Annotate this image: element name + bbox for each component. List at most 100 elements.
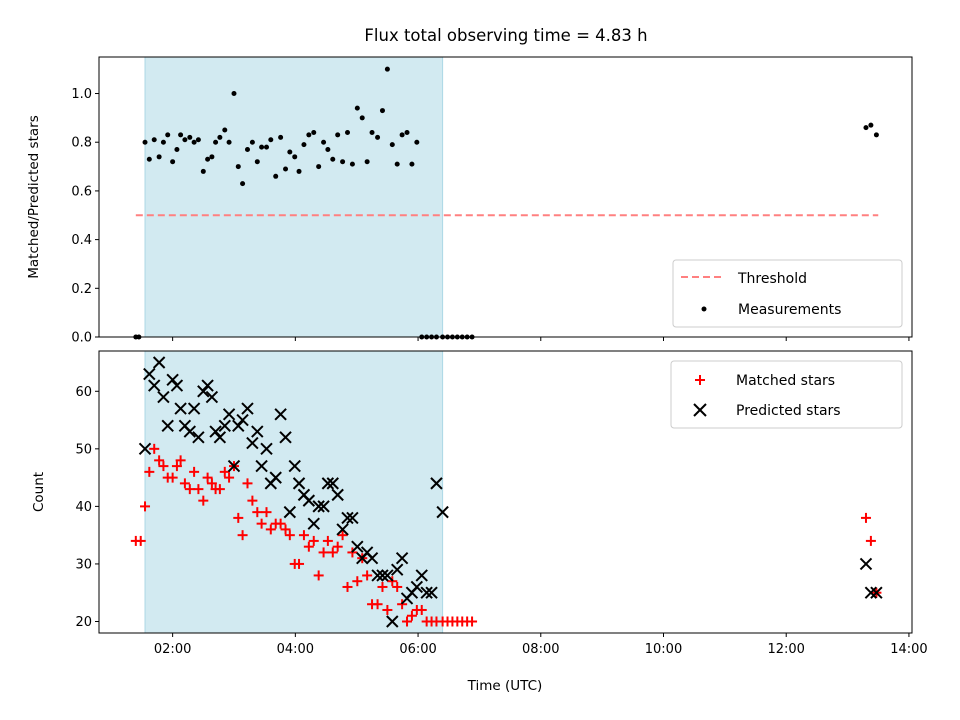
count-data-layer — [130, 356, 883, 628]
measurement-point — [209, 154, 215, 160]
measurement-point — [330, 156, 336, 162]
predicted-star-marker — [395, 551, 409, 565]
measurement-point — [259, 144, 265, 150]
count-y-tick-label: 60 — [75, 385, 92, 400]
ratio-y-tick-label: 0.8 — [71, 136, 92, 151]
predicted-star-marker — [436, 505, 449, 519]
count-x-tick-label: 08:00 — [522, 642, 559, 657]
matched-star-marker — [265, 524, 276, 535]
count-x-tick-label: 04:00 — [277, 642, 314, 657]
ratio-legend-box — [672, 259, 903, 328]
predicted-star-marker — [341, 511, 354, 525]
measurement-point — [306, 132, 312, 138]
predicted-star-marker — [227, 459, 241, 473]
count-y-tick-label: 30 — [75, 557, 92, 572]
predicted-legend-swatch — [693, 403, 707, 417]
predicted-star-marker — [236, 413, 249, 427]
predicted-star-marker — [170, 379, 184, 392]
predicted-star-marker — [410, 580, 424, 594]
measurement-point — [170, 159, 176, 165]
measurement-point — [151, 137, 157, 143]
count-x-tick-label: 06:00 — [399, 642, 436, 657]
predicted-star-marker — [390, 563, 404, 576]
matched-star-marker — [144, 466, 155, 477]
measurement-point — [335, 132, 341, 138]
measurement-point — [394, 161, 400, 167]
measurement-point — [222, 127, 228, 133]
predicted-star-marker — [288, 459, 301, 473]
predicted-star-marker — [415, 569, 428, 582]
measurement-point — [321, 139, 327, 145]
measurement-point — [249, 139, 255, 145]
predicted-star-marker — [152, 356, 166, 369]
measurement-point — [174, 147, 180, 153]
measurement-point — [191, 139, 197, 145]
predicted-star-marker — [346, 511, 359, 525]
count-axes-frame — [98, 350, 913, 634]
matched-star-marker — [298, 530, 309, 541]
count-x-tick-label: 10:00 — [645, 642, 682, 657]
matched-star-marker — [256, 518, 267, 529]
predicted-star-marker — [241, 402, 254, 415]
matched-star-marker — [392, 581, 403, 592]
measurement-point — [311, 129, 317, 135]
measurement-point — [273, 173, 279, 179]
matched-star-marker — [284, 530, 295, 541]
matched-star-marker — [280, 524, 291, 535]
predicted-star-marker — [307, 517, 320, 530]
count-y-tick-label: 50 — [75, 442, 92, 457]
ratio-y-tick-label: 1.0 — [71, 87, 92, 102]
matched-star-marker — [224, 472, 235, 483]
matched-star-marker — [242, 478, 253, 489]
predicted-star-marker — [197, 385, 210, 398]
matched-star-marker — [175, 455, 186, 466]
measurement-point — [142, 139, 148, 145]
predicted-star-marker — [336, 523, 349, 536]
matched-star-marker — [184, 484, 195, 495]
predicted-legend-label: Predicted stars — [736, 403, 841, 419]
predicted-star-marker — [183, 425, 197, 438]
measurement-point — [296, 168, 302, 174]
matched-star-marker — [247, 495, 258, 506]
matched-star-marker — [382, 604, 393, 615]
measurement-point — [868, 122, 874, 128]
matched-star-marker — [352, 576, 363, 587]
predicted-star-marker — [187, 402, 201, 415]
predicted-star-marker — [138, 442, 152, 456]
measurement-point — [375, 134, 381, 140]
predicted-star-marker — [326, 477, 339, 490]
predicted-star-marker — [283, 505, 297, 519]
count-panel: 02:00 04:00 06:00 08:00 10:00 12:00 14:00 20 30 4… — [31, 350, 928, 694]
predicted-star-marker — [246, 436, 259, 450]
measurements-legend-swatch — [701, 306, 707, 312]
matched-star-marker — [140, 501, 151, 512]
measurement-point — [863, 125, 869, 131]
threshold-legend-label: Threshold — [737, 271, 807, 287]
measurement-point — [205, 156, 211, 162]
predicted-star-marker — [425, 586, 438, 599]
matched-star-marker — [167, 472, 178, 483]
matched-star-marker — [261, 507, 272, 518]
measurement-point — [240, 181, 246, 187]
measurement-point — [213, 139, 219, 145]
measurement-point — [182, 137, 188, 143]
matched-star-marker — [135, 535, 146, 546]
count-x-tick-label: 14:00 — [890, 642, 927, 657]
predicted-star-marker — [386, 615, 399, 628]
predicted-star-marker — [148, 379, 161, 392]
predicted-star-marker — [161, 419, 174, 433]
matched-star-marker — [372, 599, 383, 610]
count-y-axis-label: Count — [31, 472, 47, 512]
measurement-point — [316, 164, 322, 170]
predicted-star-marker — [232, 419, 245, 433]
matched-star-marker — [416, 604, 427, 615]
predicted-star-marker — [255, 459, 268, 473]
measurement-point — [292, 154, 298, 160]
matched-star-marker — [860, 512, 871, 523]
matched-star-marker — [198, 495, 209, 506]
ratio-y-tick-label: 0.6 — [71, 184, 92, 199]
measurement-point — [389, 142, 395, 148]
matched-star-marker — [318, 547, 329, 558]
measurement-point — [231, 91, 237, 97]
